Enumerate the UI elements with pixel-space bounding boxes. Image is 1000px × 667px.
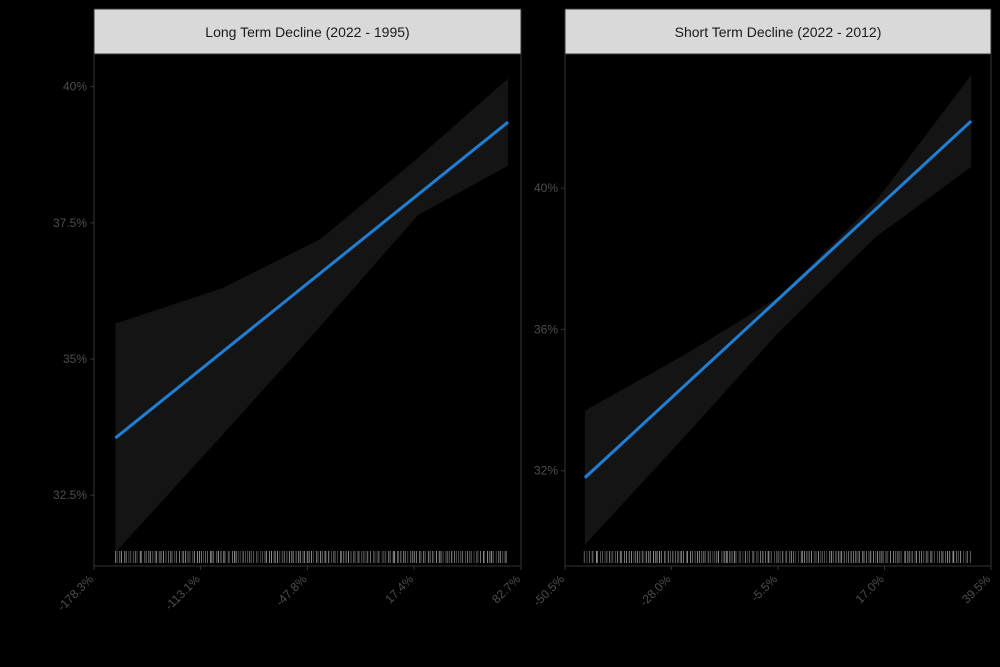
strip-background: [93, 8, 522, 55]
panel-long-term-decline: Long Term Decline (2022 - 1995) 32.5% 35%…: [53, 8, 523, 614]
panel-title: Long Term Decline (2022 - 1995): [205, 24, 409, 40]
ci-band: [584, 75, 972, 545]
y-tick-label: 40%: [63, 80, 87, 94]
ci-band: [115, 78, 509, 553]
rug-marks: [583, 551, 971, 563]
y-tick-label: 32%: [534, 464, 558, 478]
trend-line-path: [114, 120, 510, 440]
y-axis: 32% 36% 40%: [534, 181, 565, 478]
trend-line: [583, 119, 973, 479]
trend-line: [114, 120, 510, 440]
trend-line-path: [583, 119, 973, 479]
strip-background: [564, 8, 992, 55]
panel-title: Short Term Decline (2022 - 2012): [675, 24, 882, 40]
confidence-ribbon: [115, 78, 509, 553]
rug-marks: [115, 551, 507, 563]
panel-short-term-decline: Short Term Decline (2022 - 2012) 32% 36% 4…: [530, 8, 993, 609]
confidence-ribbon: [584, 75, 972, 545]
y-tick-label: 35%: [63, 352, 87, 366]
y-tick-label: 36%: [534, 322, 558, 336]
y-tick-label: 40%: [534, 181, 558, 195]
y-axis: 32.5% 35% 37.5% 40%: [53, 80, 94, 502]
y-tick-label: 32.5%: [53, 488, 87, 502]
y-tick-label: 37.5%: [53, 216, 87, 230]
